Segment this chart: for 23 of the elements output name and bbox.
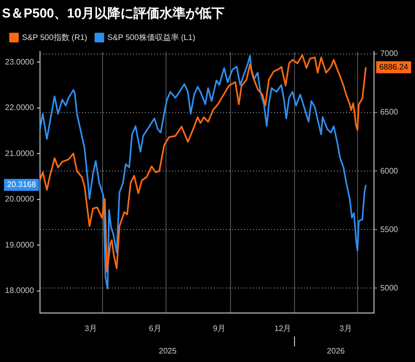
y2-tick-label: 6500 — [380, 108, 399, 117]
x2-tick-label: 2026 — [326, 346, 346, 356]
x-tick-label: 6月 — [148, 324, 162, 333]
y-tick-label: 19.0000 — [4, 240, 34, 250]
y2-tick-label: 5000 — [380, 283, 399, 292]
text: 20.3168 — [7, 180, 36, 190]
legend-label: S&P 500株価収益率 (L1) — [107, 32, 196, 42]
y-tick-label: 22.0000 — [4, 103, 34, 112]
y2-tick-label: 7000 — [380, 49, 399, 58]
legend-label: S&P 500指数 (R1) — [22, 32, 88, 42]
x-tick-label: 3月 — [84, 324, 98, 333]
x2-tick-label: 2025 — [158, 346, 178, 356]
y-tick-label: 23.0000 — [4, 57, 34, 66]
x-tick-label: 9月 — [213, 324, 226, 333]
y2-tick-label: 5500 — [380, 224, 399, 234]
y-tick-label: 18.0000 — [4, 286, 34, 296]
chart-title: S＆P500、10月以降に評価水準が低下 — [2, 5, 224, 20]
y-tick-label: 21.0000 — [4, 148, 34, 158]
x-tick-label: 12月 — [274, 324, 292, 333]
y-tick-label: 20.0000 — [4, 194, 34, 204]
text: 6886.24 — [379, 62, 409, 72]
y2-tick-label: 6000 — [380, 166, 399, 176]
x-tick-label: 3月 — [339, 324, 352, 333]
